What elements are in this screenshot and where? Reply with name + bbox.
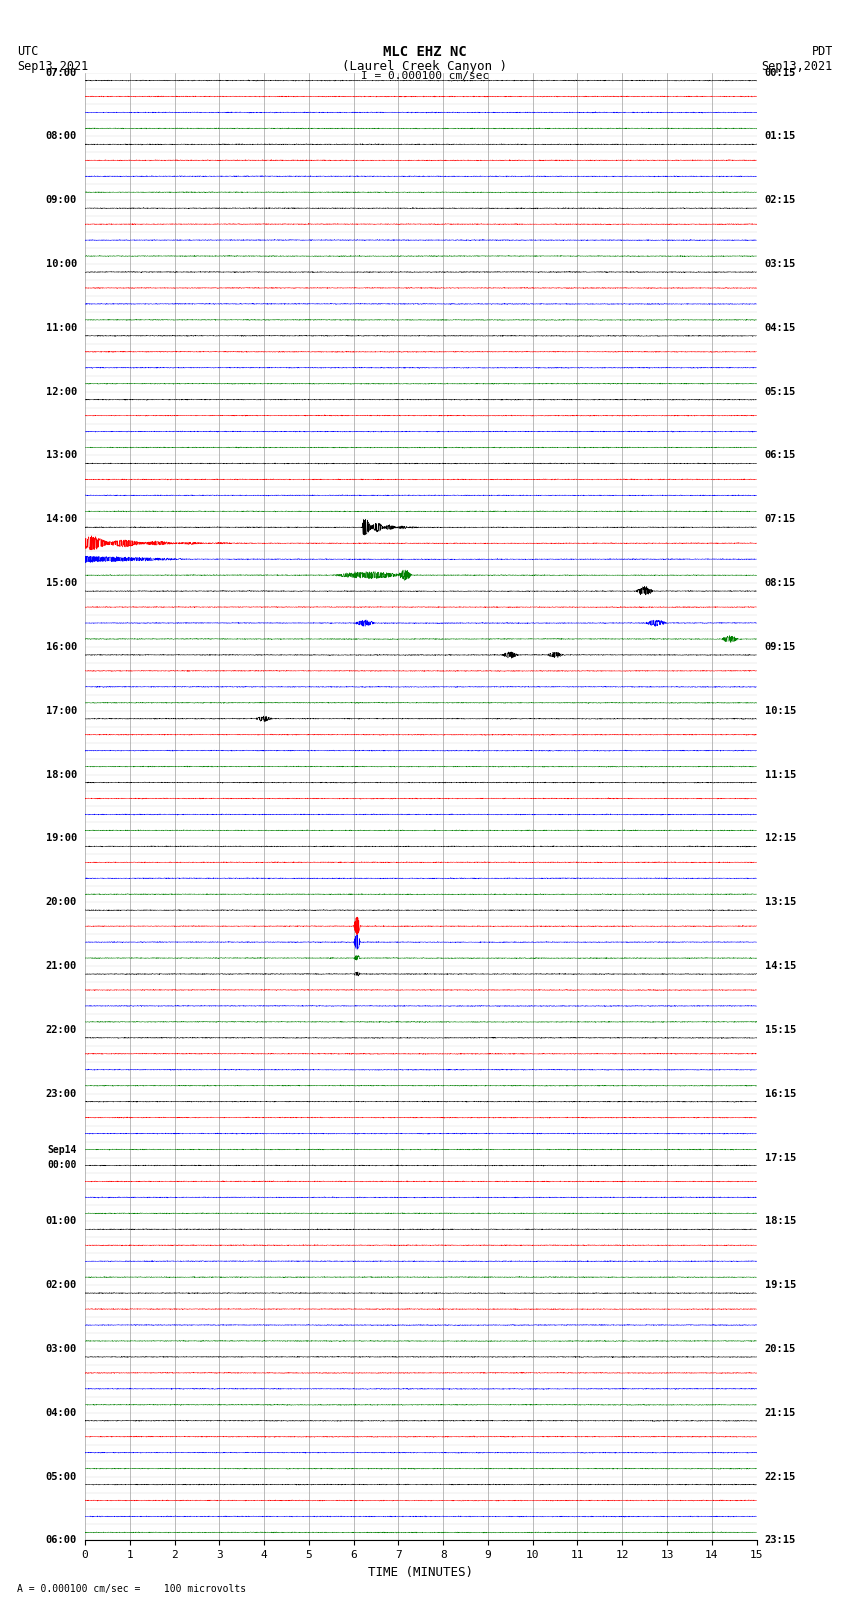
Text: 06:15: 06:15: [764, 450, 796, 460]
Text: 18:00: 18:00: [46, 769, 77, 779]
Text: 10:00: 10:00: [46, 260, 77, 269]
Text: 15:00: 15:00: [46, 577, 77, 589]
Text: 16:00: 16:00: [46, 642, 77, 652]
Text: 09:00: 09:00: [46, 195, 77, 205]
Text: 07:15: 07:15: [764, 515, 796, 524]
Text: 06:00: 06:00: [46, 1536, 77, 1545]
Text: 21:15: 21:15: [764, 1408, 796, 1418]
Text: 00:15: 00:15: [764, 68, 796, 77]
Text: 22:15: 22:15: [764, 1471, 796, 1482]
Text: 13:00: 13:00: [46, 450, 77, 460]
Text: 04:15: 04:15: [764, 323, 796, 332]
Text: 12:00: 12:00: [46, 387, 77, 397]
Text: A = 0.000100 cm/sec =    100 microvolts: A = 0.000100 cm/sec = 100 microvolts: [17, 1584, 246, 1594]
Text: 17:15: 17:15: [764, 1153, 796, 1163]
Text: 08:15: 08:15: [764, 577, 796, 589]
Text: 02:00: 02:00: [46, 1281, 77, 1290]
Text: MLC EHZ NC: MLC EHZ NC: [383, 45, 467, 60]
Text: 18:15: 18:15: [764, 1216, 796, 1226]
Text: 20:00: 20:00: [46, 897, 77, 907]
Text: 22:00: 22:00: [46, 1024, 77, 1036]
Text: 14:15: 14:15: [764, 961, 796, 971]
Text: Sep13,2021: Sep13,2021: [762, 60, 833, 73]
Text: UTC: UTC: [17, 45, 38, 58]
Text: 12:15: 12:15: [764, 834, 796, 844]
Text: 20:15: 20:15: [764, 1344, 796, 1353]
Text: 05:00: 05:00: [46, 1471, 77, 1482]
Text: 11:00: 11:00: [46, 323, 77, 332]
Text: 13:15: 13:15: [764, 897, 796, 907]
Text: Sep14: Sep14: [48, 1145, 77, 1155]
Text: (Laurel Creek Canyon ): (Laurel Creek Canyon ): [343, 60, 507, 73]
Text: 00:00: 00:00: [48, 1160, 77, 1171]
Text: 11:15: 11:15: [764, 769, 796, 779]
Text: 04:00: 04:00: [46, 1408, 77, 1418]
Text: PDT: PDT: [812, 45, 833, 58]
Text: 01:15: 01:15: [764, 131, 796, 142]
Text: 23:00: 23:00: [46, 1089, 77, 1098]
Text: 23:15: 23:15: [764, 1536, 796, 1545]
Text: 10:15: 10:15: [764, 706, 796, 716]
Text: I = 0.000100 cm/sec: I = 0.000100 cm/sec: [361, 71, 489, 81]
Text: 19:15: 19:15: [764, 1281, 796, 1290]
Text: 08:00: 08:00: [46, 131, 77, 142]
Text: 02:15: 02:15: [764, 195, 796, 205]
Text: 19:00: 19:00: [46, 834, 77, 844]
Text: 15:15: 15:15: [764, 1024, 796, 1036]
Text: 09:15: 09:15: [764, 642, 796, 652]
Text: 14:00: 14:00: [46, 515, 77, 524]
Text: 05:15: 05:15: [764, 387, 796, 397]
Text: 03:15: 03:15: [764, 260, 796, 269]
Text: 07:00: 07:00: [46, 68, 77, 77]
X-axis label: TIME (MINUTES): TIME (MINUTES): [368, 1566, 473, 1579]
Text: 01:00: 01:00: [46, 1216, 77, 1226]
Text: 03:00: 03:00: [46, 1344, 77, 1353]
Text: Sep13,2021: Sep13,2021: [17, 60, 88, 73]
Text: 21:00: 21:00: [46, 961, 77, 971]
Text: 17:00: 17:00: [46, 706, 77, 716]
Text: 16:15: 16:15: [764, 1089, 796, 1098]
